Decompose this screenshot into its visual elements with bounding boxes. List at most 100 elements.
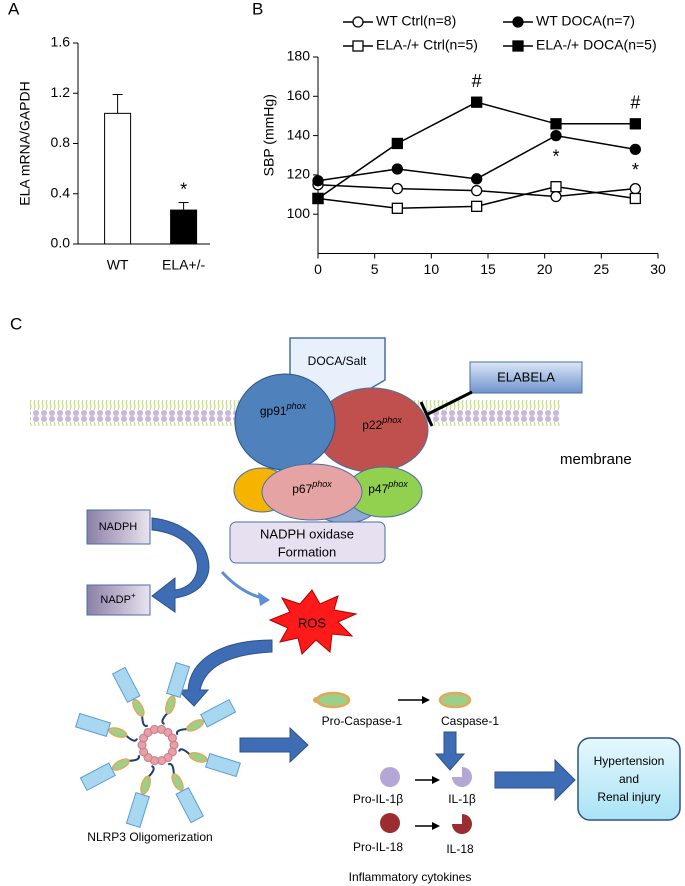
nlrp3-lrr <box>75 712 112 737</box>
marker <box>312 175 324 187</box>
nlrp3-linker <box>161 711 169 725</box>
nlrp3-linker <box>141 714 149 727</box>
nadph-label: NADPH <box>99 521 138 533</box>
annotation: # <box>472 71 482 91</box>
arrowhead <box>422 696 430 704</box>
ros-burst <box>268 589 358 655</box>
y-axis-label: SBP (mmHg) <box>261 94 277 176</box>
procaspase-icon <box>313 697 319 703</box>
nadp-label: NADP+ <box>100 591 136 606</box>
x-tick-label: 20 <box>537 261 553 277</box>
marker <box>550 181 562 193</box>
nlrp3-domain <box>132 698 145 717</box>
legend-label: WT Ctrl(n=8) <box>376 13 456 29</box>
il1b-label: IL-1β <box>448 792 476 806</box>
bar <box>104 112 132 245</box>
arrowhead <box>258 592 270 606</box>
x-tick-label: 10 <box>424 261 440 277</box>
chart-a: A ELA mRNA/GAPDH 0.0 0.4 0.8 1.2 1.6 WT ELA+/- * <box>8 0 210 273</box>
arrowhead <box>432 776 440 784</box>
legend-marker <box>352 40 364 52</box>
nlrp3-linker <box>178 748 192 756</box>
nlrp3-lrr <box>175 787 205 824</box>
arrow <box>220 570 263 600</box>
pro-il18-label: Pro-IL-18 <box>353 840 403 854</box>
procaspase-icon <box>315 691 351 709</box>
inhibition-line <box>427 390 473 416</box>
annotation: * <box>632 160 639 180</box>
nadph-box <box>86 509 151 545</box>
pro-il1b-icon <box>380 767 400 787</box>
marker <box>391 183 403 195</box>
nlrp3-linker <box>167 763 175 776</box>
x-tick-label: 15 <box>480 261 496 277</box>
complex-label: NADPH oxidase <box>260 526 354 541</box>
y-tick-label: 0.8 <box>51 134 71 150</box>
legend-marker <box>512 16 524 28</box>
y-tick-label: 180 <box>287 48 311 64</box>
legend-marker <box>512 40 524 52</box>
cytokines-label: Inflammatory cytokines <box>349 870 472 884</box>
y-tick-label: 120 <box>287 166 311 182</box>
il18-label: IL-18 <box>446 842 474 856</box>
nlrp3-domain <box>188 752 208 763</box>
marker <box>471 200 483 212</box>
subunit-label: p67phox <box>292 479 332 496</box>
il1b-icon <box>452 767 472 787</box>
nlrp3-domain <box>140 775 151 795</box>
nlrp3-linker <box>127 754 140 762</box>
subunit-label: gp91phox <box>260 401 307 418</box>
elabela-label: ELABELA <box>497 369 555 384</box>
curved-arrow <box>176 639 273 707</box>
nadp-box <box>86 584 151 616</box>
subunit <box>234 373 336 471</box>
y-tick-label: 0.0 <box>51 235 71 251</box>
outcome-box <box>577 737 681 821</box>
nlrp3-lrr <box>166 662 191 699</box>
subunit-label: p22phox <box>362 415 402 432</box>
marker <box>550 129 562 142</box>
nlrp3-lrr <box>200 698 237 728</box>
bar <box>170 209 198 245</box>
y-axis-label: ELA mRNA/GAPDH <box>17 81 33 205</box>
ros-label: ROS <box>298 615 327 630</box>
nlrp3-lrr <box>125 791 150 828</box>
x-tick-label: 5 <box>371 261 379 277</box>
x-tick-label: ELA+/- <box>162 257 206 273</box>
curved-arrow <box>151 517 210 613</box>
marker <box>391 137 403 150</box>
pro-il18-icon <box>380 813 400 833</box>
annotation: # <box>630 93 640 113</box>
annotation: * <box>180 179 187 199</box>
block-arrow <box>494 758 576 802</box>
legend-label: WT DOCA(n=7) <box>536 13 635 29</box>
annotation: * <box>552 146 559 166</box>
marker <box>471 184 483 197</box>
nlrp3-linker <box>176 728 189 736</box>
arrowhead <box>432 822 440 830</box>
caspase-label: Caspase-1 <box>441 714 499 728</box>
outcome-label: Hypertension <box>594 754 665 768</box>
nlrp3-domain <box>186 719 205 732</box>
panel-label: B <box>252 0 263 18</box>
inhibition-bar <box>419 401 434 427</box>
outcome-label: and <box>619 772 639 786</box>
pro-il1b-label: Pro-IL-1β <box>353 792 403 806</box>
marker <box>550 190 562 203</box>
y-tick-label: 0.4 <box>51 184 71 200</box>
chart-b: B SBP (mmHg) 100 120 140 160 180 0 5 10 15 20 25 30 WT… <box>252 0 666 277</box>
block-arrow <box>239 726 309 764</box>
legend-label: ELA-/+ Ctrl(n=5) <box>376 37 478 53</box>
nlrp3-domain <box>171 773 184 792</box>
legend-marker <box>352 16 364 28</box>
x-tick-label: 30 <box>650 261 666 277</box>
marker <box>629 192 641 205</box>
panel-label: C <box>10 314 22 333</box>
nlrp3-linker <box>147 765 155 779</box>
il18-icon <box>452 814 472 834</box>
marker <box>550 118 562 130</box>
y-tick-label: 100 <box>287 205 311 221</box>
marker <box>312 192 324 205</box>
subunit <box>261 463 363 521</box>
procaspase-label: Pro-Caspase-1 <box>322 714 403 728</box>
